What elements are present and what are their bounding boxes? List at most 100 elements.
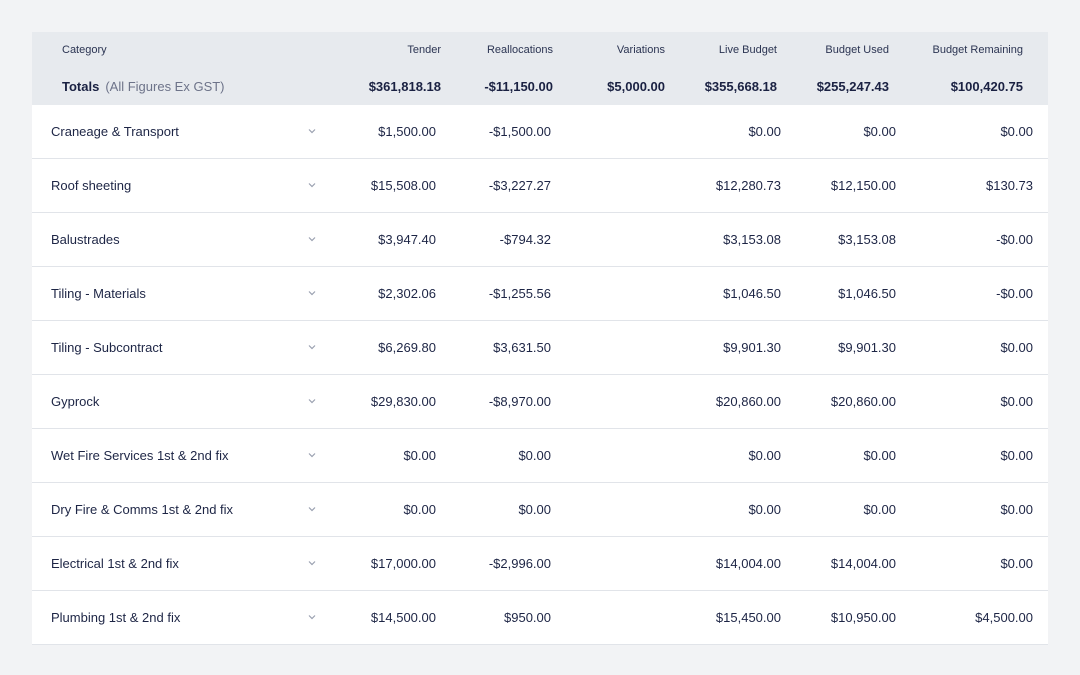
row-category: Craneage & Transport bbox=[51, 124, 179, 139]
row-reallocations: -$1,500.00 bbox=[488, 124, 551, 139]
totals-label-cell: Totals (All Figures Ex GST) bbox=[32, 79, 332, 94]
row-live-budget: $14,004.00 bbox=[715, 556, 781, 571]
row-tender: $17,000.00 bbox=[370, 556, 436, 571]
totals-sublabel: (All Figures Ex GST) bbox=[105, 78, 225, 94]
totals-budget-used: $255,247.43 bbox=[816, 78, 889, 94]
row-budget-remaining: $0.00 bbox=[1000, 448, 1033, 463]
table-row[interactable]: Balustrades $3,947.40 -$794.32 $3,153.08 $3,… bbox=[32, 213, 1048, 267]
column-header-reallocations[interactable]: Reallocations bbox=[486, 44, 553, 56]
totals-tender: $361,818.18 bbox=[368, 78, 441, 94]
row-budget-used: $3,153.08 bbox=[838, 232, 896, 247]
table-body: Craneage & Transport $1,500.00 -$1,500.00 $… bbox=[32, 105, 1048, 645]
row-reallocations: $0.00 bbox=[518, 448, 551, 463]
row-budget-used: $0.00 bbox=[863, 502, 896, 517]
row-reallocations: -$794.32 bbox=[499, 232, 551, 247]
row-tender: $2,302.06 bbox=[378, 286, 436, 301]
row-live-budget: $3,153.08 bbox=[723, 232, 781, 247]
chevron-down-icon[interactable] bbox=[300, 288, 324, 299]
row-live-budget: $12,280.73 bbox=[715, 178, 781, 193]
row-budget-remaining: $0.00 bbox=[1000, 340, 1033, 355]
chevron-down-icon[interactable] bbox=[300, 126, 324, 137]
totals-budget-remaining: $100,420.75 bbox=[950, 78, 1023, 94]
row-tender: $0.00 bbox=[403, 502, 436, 517]
row-live-budget: $0.00 bbox=[748, 448, 781, 463]
table-row[interactable]: Roof sheeting $15,508.00 -$3,227.27 $12,280… bbox=[32, 159, 1048, 213]
row-category: Tiling - Subcontract bbox=[51, 340, 163, 355]
row-category: Balustrades bbox=[51, 232, 120, 247]
row-reallocations: -$3,227.27 bbox=[488, 178, 551, 193]
row-tender: $15,508.00 bbox=[370, 178, 436, 193]
row-reallocations: -$8,970.00 bbox=[488, 394, 551, 409]
table-row[interactable]: Wet Fire Services 1st & 2nd fix $0.00 $0.0… bbox=[32, 429, 1048, 483]
row-budget-remaining: $130.73 bbox=[986, 178, 1033, 193]
row-budget-remaining: $0.00 bbox=[1000, 124, 1033, 139]
chevron-down-icon[interactable] bbox=[300, 450, 324, 461]
row-tender: $6,269.80 bbox=[378, 340, 436, 355]
totals-row: Totals (All Figures Ex GST) $361,818.18 -… bbox=[32, 76, 1048, 96]
chevron-down-icon[interactable] bbox=[300, 558, 324, 569]
row-tender: $0.00 bbox=[403, 448, 436, 463]
column-header-budget-used[interactable]: Budget Used bbox=[825, 44, 889, 56]
row-category: Gyprock bbox=[51, 394, 100, 409]
column-header-variations[interactable]: Variations bbox=[616, 44, 665, 56]
row-tender: $14,500.00 bbox=[370, 610, 436, 625]
row-live-budget: $0.00 bbox=[748, 502, 781, 517]
chevron-down-icon[interactable] bbox=[300, 180, 324, 191]
row-budget-used: $0.00 bbox=[863, 124, 896, 139]
row-budget-used: $9,901.30 bbox=[838, 340, 896, 355]
table-row[interactable]: Plumbing 1st & 2nd fix $14,500.00 $950.00 $… bbox=[32, 591, 1048, 645]
row-category: Electrical 1st & 2nd fix bbox=[51, 556, 179, 571]
row-category: Wet Fire Services 1st & 2nd fix bbox=[51, 448, 229, 463]
row-category: Plumbing 1st & 2nd fix bbox=[51, 610, 181, 625]
row-budget-remaining: $0.00 bbox=[1000, 394, 1033, 409]
row-budget-remaining: -$0.00 bbox=[996, 286, 1033, 301]
row-budget-remaining: -$0.00 bbox=[996, 232, 1033, 247]
row-reallocations: $0.00 bbox=[518, 502, 551, 517]
totals-reallocations: -$11,150.00 bbox=[484, 78, 553, 94]
row-budget-remaining: $0.00 bbox=[1000, 556, 1033, 571]
row-live-budget: $9,901.30 bbox=[723, 340, 781, 355]
chevron-down-icon[interactable] bbox=[300, 342, 324, 353]
table-header: Category Tender Reallocations Variations… bbox=[32, 32, 1048, 105]
row-budget-remaining: $4,500.00 bbox=[975, 610, 1033, 625]
row-category: Tiling - Materials bbox=[51, 286, 146, 301]
row-reallocations: -$1,255.56 bbox=[488, 286, 551, 301]
column-header-category[interactable]: Category bbox=[62, 44, 107, 56]
row-tender: $3,947.40 bbox=[378, 232, 436, 247]
row-live-budget: $0.00 bbox=[748, 124, 781, 139]
row-tender: $29,830.00 bbox=[370, 394, 436, 409]
table-row[interactable]: Craneage & Transport $1,500.00 -$1,500.00 $… bbox=[32, 105, 1048, 159]
chevron-down-icon[interactable] bbox=[300, 612, 324, 623]
table-row[interactable]: Tiling - Materials $2,302.06 -$1,255.56 $1,… bbox=[32, 267, 1048, 321]
totals-variations: $5,000.00 bbox=[607, 78, 665, 94]
row-reallocations: -$2,996.00 bbox=[488, 556, 551, 571]
column-header-tender[interactable]: Tender bbox=[407, 44, 441, 56]
row-category: Dry Fire & Comms 1st & 2nd fix bbox=[51, 502, 234, 517]
column-header-live-budget[interactable]: Live Budget bbox=[718, 44, 777, 56]
row-live-budget: $20,860.00 bbox=[715, 394, 781, 409]
row-budget-used: $0.00 bbox=[863, 448, 896, 463]
row-budget-used: $12,150.00 bbox=[830, 178, 896, 193]
table-row[interactable]: Gyprock $29,830.00 -$8,970.00 $20,860.00 $20… bbox=[32, 375, 1048, 429]
row-budget-used: $1,046.50 bbox=[838, 286, 896, 301]
column-header-budget-remaining[interactable]: Budget Remaining bbox=[932, 44, 1023, 56]
chevron-down-icon[interactable] bbox=[300, 396, 324, 407]
table-row[interactable]: Dry Fire & Comms 1st & 2nd fix $0.00 $0.00… bbox=[32, 483, 1048, 537]
budget-table: Category Tender Reallocations Variations… bbox=[32, 32, 1048, 645]
row-budget-used: $10,950.00 bbox=[830, 610, 896, 625]
table-row[interactable]: Electrical 1st & 2nd fix $17,000.00 -$2,99… bbox=[32, 537, 1048, 591]
chevron-down-icon[interactable] bbox=[300, 504, 324, 515]
row-live-budget: $15,450.00 bbox=[715, 610, 781, 625]
row-live-budget: $1,046.50 bbox=[723, 286, 781, 301]
column-header-row: Category Tender Reallocations Variations… bbox=[32, 41, 1048, 59]
row-category: Roof sheeting bbox=[51, 178, 132, 193]
row-budget-used: $14,004.00 bbox=[830, 556, 896, 571]
table-row[interactable]: Tiling - Subcontract $6,269.80 $3,631.50 $9… bbox=[32, 321, 1048, 375]
totals-label: Totals bbox=[62, 78, 100, 94]
row-budget-remaining: $0.00 bbox=[1000, 502, 1033, 517]
chevron-down-icon[interactable] bbox=[300, 234, 324, 245]
row-tender: $1,500.00 bbox=[378, 124, 436, 139]
row-budget-used: $20,860.00 bbox=[830, 394, 896, 409]
row-reallocations: $3,631.50 bbox=[493, 340, 551, 355]
row-reallocations: $950.00 bbox=[504, 610, 551, 625]
